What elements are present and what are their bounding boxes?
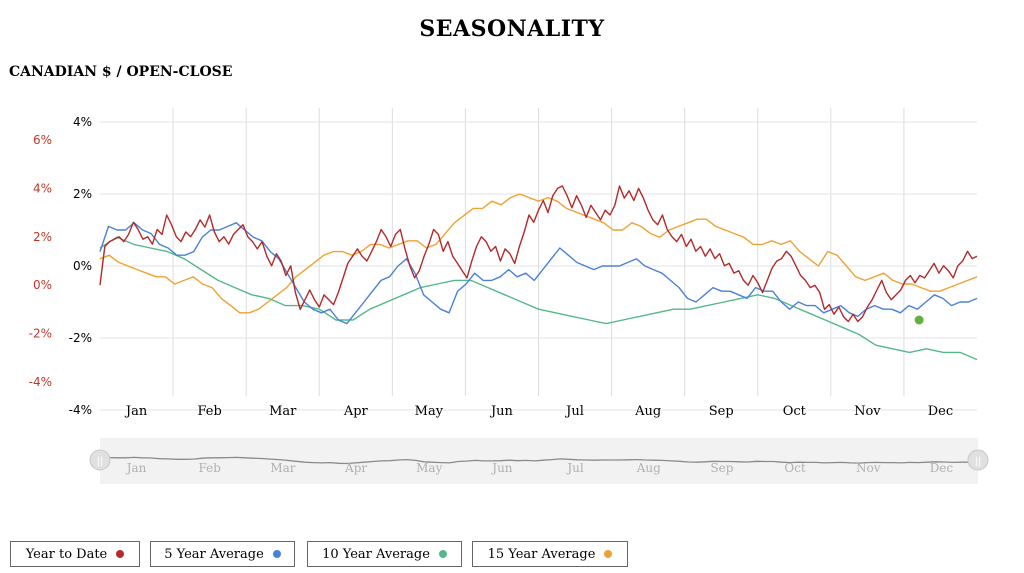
navigator-label: Nov [856, 461, 881, 475]
navigator-label: Jul [565, 461, 584, 475]
right-axis-tick: 2% [73, 187, 92, 201]
x-axis-label: Apr [343, 404, 369, 419]
legend-label: 5 Year Average [164, 546, 264, 562]
x-axis-label: Sep [709, 404, 734, 419]
navigator-label: Jun [490, 461, 513, 475]
page-title: SEASONALITY [419, 16, 605, 42]
legend-item-15-year-average[interactable]: 15 Year Average [472, 541, 628, 567]
right-axis-tick: -2% [69, 331, 92, 345]
navigator-right-handle[interactable] [967, 449, 989, 471]
chart-subtitle: CANADIAN $ / OPEN-CLOSE [9, 64, 233, 80]
left-axis-tick: 4% [33, 181, 52, 195]
x-axis-label: Jul [564, 404, 584, 419]
right-axis-tick: 0% [73, 259, 92, 273]
navigator-label: Apr [344, 461, 367, 475]
series-line-10-year-average [99, 236, 978, 361]
legend-item-year-to-date[interactable]: Year to Date [10, 541, 140, 567]
x-axis-label: Feb [197, 404, 221, 419]
legend-dot-icon [604, 550, 613, 558]
navigator-label: May [416, 461, 442, 475]
drag-handle-icon: || [975, 456, 982, 467]
seasonality-chart[interactable]: 6% 4% 2% 0% -2% -4% 4% 2% 0% -2% -4% Jan Feb Mar Apr… [0, 0, 1024, 540]
x-axis-label: May [415, 404, 444, 419]
x-axis-label: Aug [634, 404, 661, 419]
legend-dot-icon [116, 550, 125, 558]
legend-label: Year to Date [25, 546, 108, 562]
left-axis-tick: -2% [29, 327, 52, 341]
navigator-label: Dec [930, 461, 954, 475]
left-axis-tick: 0% [33, 278, 52, 292]
series-line-year-to-date [99, 185, 978, 323]
legend-label: 15 Year Average [487, 546, 596, 562]
drag-handle-icon: || [97, 456, 104, 467]
x-axis-label: Jun [489, 404, 514, 419]
navigator-label: Sep [710, 461, 733, 475]
navigator-left-handle[interactable] [89, 449, 111, 471]
current-value-marker [914, 315, 924, 325]
series-line-15-year-average [99, 193, 978, 314]
navigator-label: Mar [270, 461, 295, 475]
legend-item-5-year-average[interactable]: 5 Year Average [150, 541, 295, 567]
navigator-label: Feb [199, 461, 222, 475]
right-axis-tick: 4% [73, 115, 92, 129]
x-axis-label: Dec [928, 404, 953, 419]
x-axis-label: Oct [783, 404, 807, 419]
right-axis-tick: -4% [69, 403, 92, 417]
x-axis-label: Jan [124, 404, 148, 419]
legend-label: 10 Year Average [322, 546, 430, 562]
left-axis-tick: -4% [29, 375, 52, 389]
legend-dot-icon [272, 550, 281, 558]
left-axis-tick: 2% [33, 230, 52, 244]
x-axis-label: Mar [269, 404, 297, 419]
legend-dot-icon [438, 550, 447, 558]
legend-item-10-year-average[interactable]: 10 Year Average [307, 541, 462, 567]
left-axis-tick: 6% [33, 133, 52, 147]
navigator-label: Oct [784, 461, 806, 475]
navigator-trace [99, 456, 979, 465]
navigator-label: Jan [125, 461, 147, 475]
navigator-label: Aug [636, 461, 661, 475]
x-axis-label: Nov [854, 404, 881, 419]
